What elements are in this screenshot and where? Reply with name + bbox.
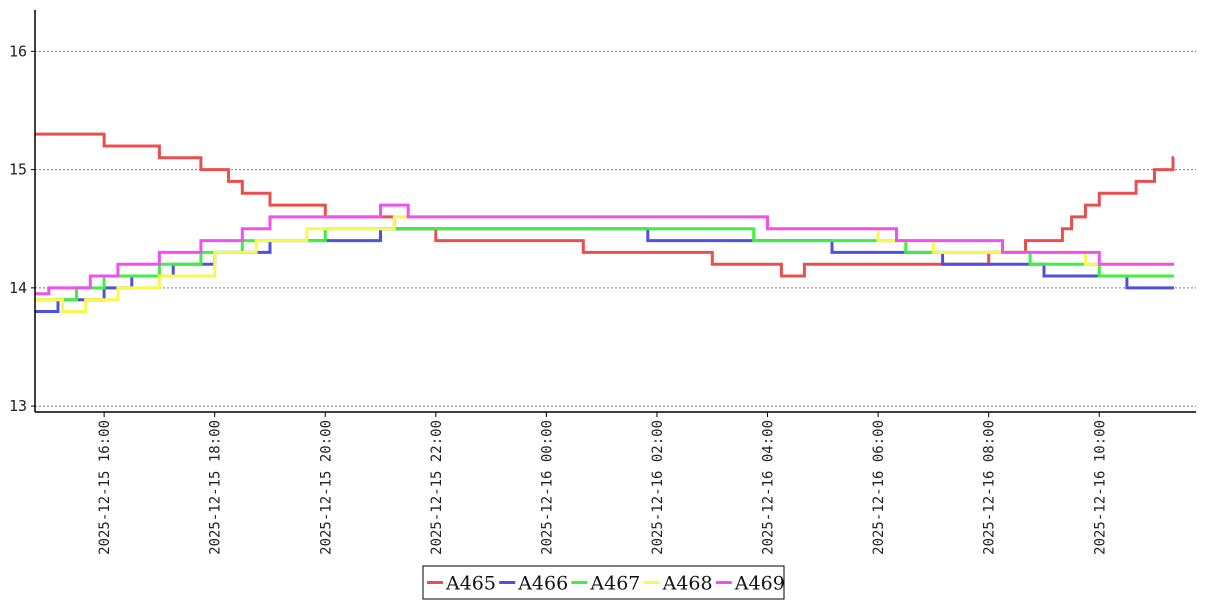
- series-line-a467: [35, 227, 1174, 302]
- legend-label-a468: A468: [662, 573, 713, 595]
- y-tick-label: 14: [9, 279, 27, 297]
- series-line-a468: [35, 215, 1174, 313]
- series-lines: [35, 132, 1175, 313]
- x-tick-label: 2025-12-16 00:00: [539, 420, 555, 555]
- x-tick-label: 2025-12-16 10:00: [1092, 420, 1108, 555]
- x-ticks: 2025-12-15 16:00 2025-12-15 18:00 2025-12-…: [97, 412, 1108, 555]
- x-tick-label: 2025-12-15 20:00: [318, 420, 334, 555]
- series-line-a469: [35, 203, 1174, 296]
- axes: [34, 10, 1196, 413]
- y-tick-label: 15: [9, 161, 27, 179]
- x-tick-label: 2025-12-16 08:00: [982, 420, 998, 555]
- y-tick-label: 16: [9, 42, 27, 60]
- x-tick-label: 2025-12-15 22:00: [429, 420, 445, 555]
- legend: A465 A466 A467 A468 A469: [422, 565, 785, 600]
- legend-label-a465: A465: [445, 573, 496, 595]
- legend-label-a466: A466: [517, 573, 568, 595]
- x-tick-label: 2025-12-15 16:00: [97, 420, 113, 555]
- x-tick-label: 2025-12-15 18:00: [208, 420, 224, 555]
- y-tick-label: 13: [9, 397, 27, 415]
- y-ticks: 13 14 15 16: [9, 42, 35, 415]
- x-tick-label: 2025-12-16 06:00: [871, 420, 887, 555]
- series-line-a466: [35, 227, 1174, 313]
- series-line-a465: [35, 132, 1175, 278]
- legend-label-a467: A467: [589, 573, 640, 595]
- x-tick-label: 2025-12-16 02:00: [650, 420, 666, 555]
- legend-label-a469: A469: [734, 573, 785, 595]
- x-tick-label: 2025-12-16 04:00: [761, 420, 777, 555]
